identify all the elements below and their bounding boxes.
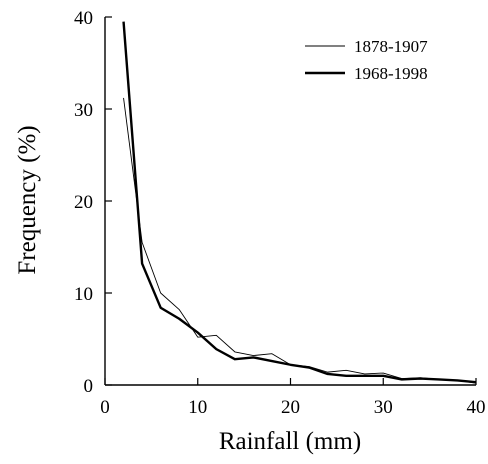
x-axis-ticks: 0 10 20 30 40 bbox=[100, 378, 486, 418]
y-tick-label: 30 bbox=[74, 100, 93, 121]
x-tick-label: 10 bbox=[188, 397, 207, 418]
x-axis-title: Rainfall (mm) bbox=[219, 428, 361, 455]
series-line-1878-1907 bbox=[123, 97, 477, 384]
legend-label-1878-1907: 1878-1907 bbox=[354, 37, 428, 56]
legend: 1878-1907 1968-1998 bbox=[305, 37, 428, 83]
y-axis-ticks: 0 10 20 30 40 bbox=[74, 8, 112, 397]
y-tick-label: 0 bbox=[84, 376, 94, 397]
series-group bbox=[122, 21, 477, 384]
x-tick-label: 40 bbox=[467, 397, 486, 418]
series-line-1968-1998 bbox=[122, 21, 477, 384]
y-tick-label: 20 bbox=[74, 192, 93, 213]
y-tick-label: 10 bbox=[74, 284, 93, 305]
x-tick-label: 20 bbox=[281, 397, 300, 418]
x-tick-label: 30 bbox=[374, 397, 393, 418]
x-tick-label: 0 bbox=[100, 397, 110, 418]
legend-label-1968-1998: 1968-1998 bbox=[354, 64, 428, 83]
plot-area: 0 10 20 30 40 0 10 20 30 40 bbox=[74, 8, 486, 418]
y-tick-label: 40 bbox=[74, 8, 93, 29]
y-axis-title: Frequency (%) bbox=[14, 125, 41, 274]
